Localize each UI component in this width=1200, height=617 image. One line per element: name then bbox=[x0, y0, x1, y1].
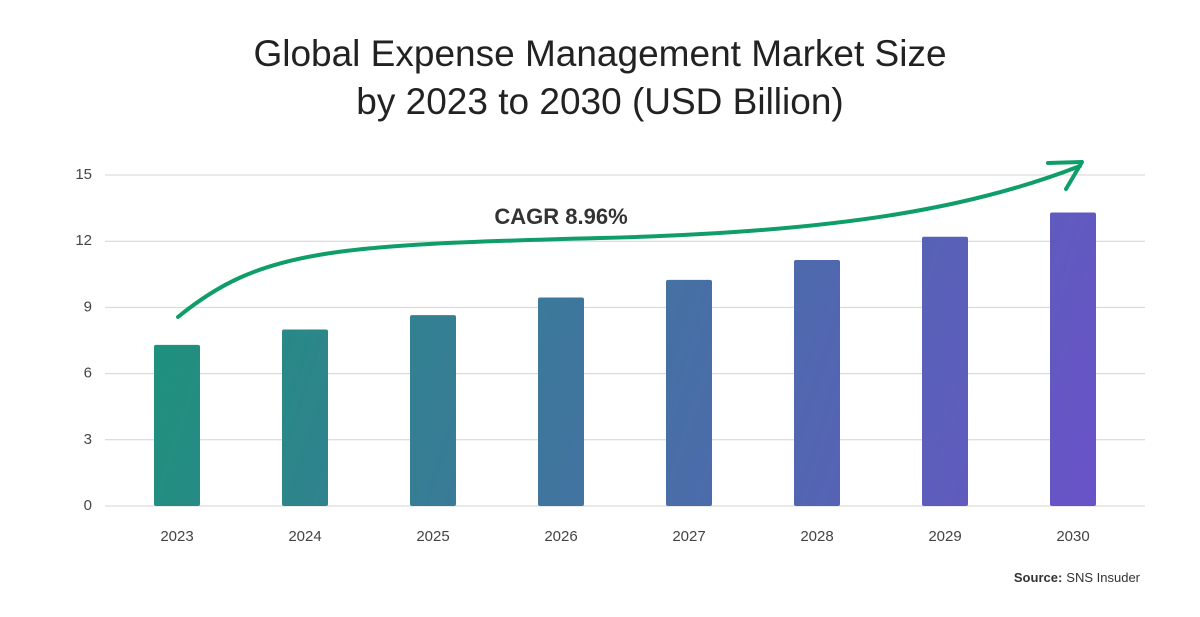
bar bbox=[922, 236, 968, 506]
y-tick-label: 0 bbox=[84, 497, 92, 514]
source-label: Source: bbox=[1014, 570, 1062, 585]
x-tick-label: 2028 bbox=[800, 528, 833, 545]
plot-area: 0 3 6 9 12 15 2023 2024 2025 2026 2027 2028 2029 2030 bbox=[75, 166, 1145, 545]
bar bbox=[154, 344, 200, 506]
bar bbox=[794, 259, 840, 506]
bar bbox=[282, 329, 328, 506]
bar bbox=[538, 297, 584, 506]
x-tick-label: 2026 bbox=[544, 528, 577, 545]
bar bbox=[410, 315, 456, 506]
bar bbox=[666, 279, 712, 506]
y-tick-label: 15 bbox=[75, 166, 92, 183]
chart-title: by 2023 to 2030 (USD Billion) bbox=[356, 81, 843, 122]
y-tick-label: 6 bbox=[84, 365, 92, 382]
chart-title: Global Expense Management Market Size bbox=[253, 33, 946, 74]
trend-arrow bbox=[176, 164, 1082, 319]
source-text: SNS Insuder bbox=[1066, 570, 1140, 585]
y-tick-label: 3 bbox=[84, 431, 92, 448]
x-tick-label: 2024 bbox=[288, 528, 321, 545]
annotation: CAGR 8.96% bbox=[494, 204, 627, 229]
source: Source: SNS Insuder bbox=[1014, 570, 1141, 585]
bar bbox=[1050, 212, 1096, 506]
y-tick-label: 12 bbox=[75, 232, 92, 249]
x-tick-label: 2027 bbox=[672, 528, 705, 545]
y-tick-label: 9 bbox=[84, 298, 92, 315]
arrow-head bbox=[1046, 160, 1084, 191]
x-tick-label: 2029 bbox=[928, 528, 961, 545]
x-tick-label: 2023 bbox=[160, 528, 193, 545]
x-tick-label: 2025 bbox=[416, 528, 449, 545]
x-tick-label: 2030 bbox=[1056, 528, 1089, 545]
